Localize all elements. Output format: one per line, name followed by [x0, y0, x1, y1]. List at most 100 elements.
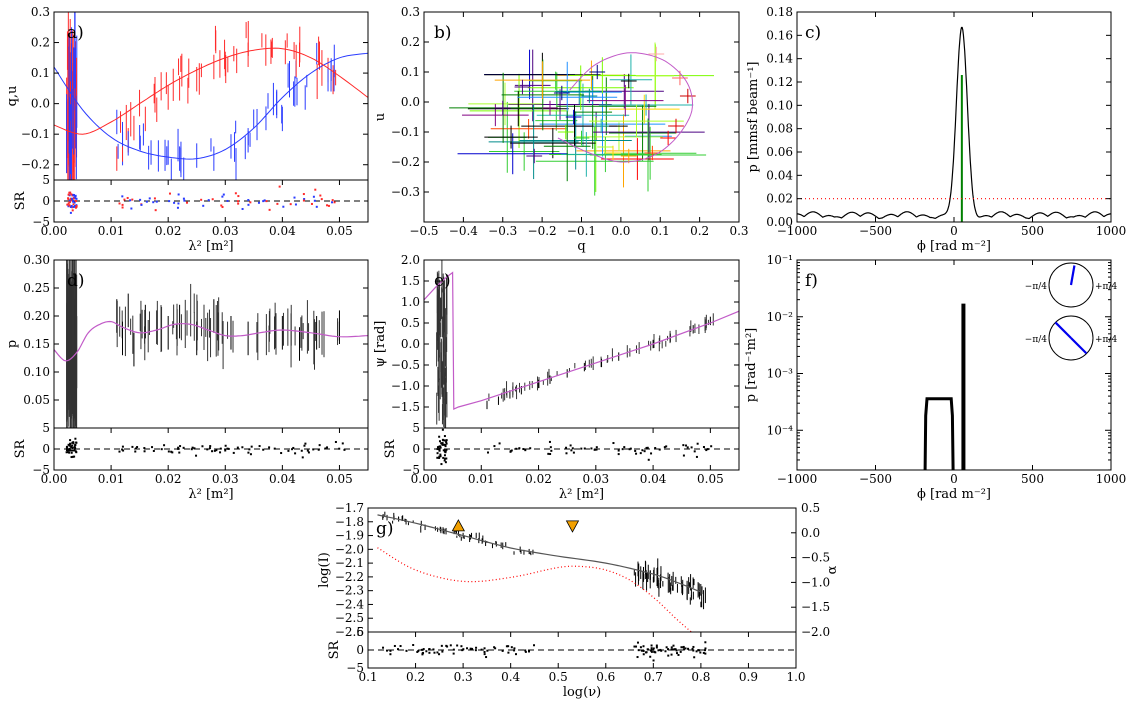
residual-point: [176, 206, 179, 209]
q-model-line: [54, 47, 368, 135]
residual-point: [474, 649, 477, 652]
residual-point: [590, 447, 593, 450]
residual-point: [663, 446, 666, 449]
residual-point: [704, 641, 707, 644]
residual-point: [219, 447, 222, 450]
residual-point: [513, 649, 516, 652]
x-tick-label: 0.00: [411, 472, 438, 486]
residual-point: [71, 206, 74, 209]
residual-point: [222, 193, 225, 196]
residual-point: [522, 448, 525, 451]
residual-point: [314, 188, 317, 191]
residual-point: [412, 644, 415, 647]
residual-point: [74, 437, 77, 440]
model-track: [557, 52, 694, 163]
residual-point: [439, 455, 442, 458]
residual-point: [549, 446, 552, 449]
residual-point: [72, 205, 75, 208]
residual-point: [635, 452, 638, 455]
residual-point: [641, 449, 644, 452]
y-tick-label: 0.02: [766, 192, 793, 206]
residual-point: [695, 455, 698, 458]
x-tick-label: 500: [1021, 224, 1044, 238]
residual-point: [445, 457, 448, 460]
residual-point: [236, 200, 239, 203]
residual-point: [268, 446, 271, 449]
residual-point: [550, 449, 553, 452]
residual-point: [439, 453, 442, 456]
residual-point: [693, 656, 696, 659]
residual-point: [670, 648, 673, 651]
residual-point: [417, 649, 420, 652]
residual-point: [514, 653, 517, 656]
y-tick-label: 0.06: [766, 145, 793, 159]
residual-point: [693, 450, 696, 453]
residual-point: [635, 645, 638, 648]
residual-point: [443, 435, 446, 438]
residual-point: [650, 644, 653, 647]
residual-point: [446, 645, 449, 648]
residual-point: [510, 646, 513, 649]
residual-point: [69, 199, 72, 202]
residual-point: [167, 450, 170, 453]
residual-point: [650, 647, 653, 650]
residual-point: [385, 649, 388, 652]
residual-point: [570, 449, 573, 452]
panel-b: −0.5 −0.4 −0.3 −0.2 −0.1 0.0 0.1 0.2 0.3 −0.3 −0.2…: [373, 5, 749, 254]
residual-point: [262, 200, 265, 203]
residual-point: [73, 446, 76, 449]
resid-tick-label: 0: [42, 442, 50, 456]
residual-point: [121, 206, 124, 209]
residual-point: [65, 447, 68, 450]
y-tick-label: 0.14: [766, 52, 793, 66]
residual-point: [265, 200, 268, 203]
residual-point: [170, 450, 173, 453]
residual-point: [436, 448, 439, 451]
residual-point: [664, 650, 667, 653]
residual-point: [224, 444, 227, 447]
axes-frame: [53, 11, 369, 181]
residual-point: [710, 445, 713, 448]
y-tick-label: −2.6: [335, 625, 364, 639]
residual-point: [69, 439, 72, 442]
residual-point: [72, 194, 75, 197]
residual-point: [134, 450, 137, 453]
residual-point: [425, 650, 428, 653]
residual-point: [65, 451, 68, 454]
y-tick-label: −0.1: [391, 125, 420, 139]
residual-point: [440, 463, 443, 466]
residual-point: [71, 447, 74, 450]
residual-point: [440, 442, 443, 445]
residual-point: [72, 203, 75, 206]
residual-point: [224, 449, 227, 452]
residual-point: [595, 448, 598, 451]
residual-point: [524, 649, 527, 652]
resid-axis-label: SR: [383, 438, 398, 458]
marker-triangle-up: [451, 519, 466, 532]
y-tick-label: 0.2: [401, 35, 420, 49]
residual-point: [646, 446, 649, 449]
residual-point: [621, 448, 624, 451]
panel-label: a): [67, 23, 84, 43]
x-tick-label: 0.6: [596, 670, 615, 684]
y-tick-label: 0.10: [23, 365, 50, 379]
y-tick-label: −2.1: [335, 556, 364, 570]
residual-point: [70, 451, 73, 454]
residual-point: [152, 201, 155, 204]
residual-point: [71, 193, 74, 196]
residual-point: [703, 649, 706, 652]
y-tick-label: −1.5: [391, 400, 420, 414]
x-tick-label: −0.1: [567, 224, 596, 238]
y-tick-label: 0.1: [31, 66, 50, 80]
residual-point: [498, 442, 501, 445]
residual-point: [683, 648, 686, 651]
resid-tick-label: −5: [32, 215, 50, 229]
y-tick-label: −1.9: [335, 529, 364, 543]
residual-point: [179, 445, 182, 448]
residual-point: [444, 443, 447, 446]
y-tick-label: 0.30: [23, 253, 50, 267]
resid-axis-label: SR: [327, 639, 342, 659]
residual-point: [334, 440, 337, 443]
residual-point: [67, 193, 70, 196]
residual-point: [667, 654, 670, 657]
